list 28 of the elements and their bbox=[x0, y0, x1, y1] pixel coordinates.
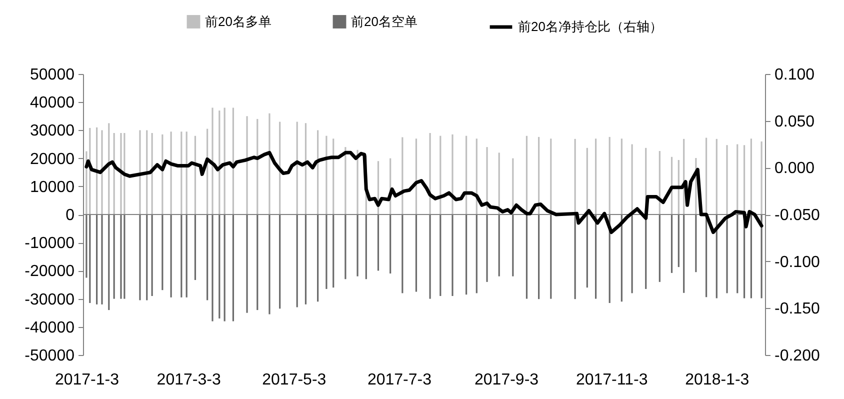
x-tick-label: 2017-3-3 bbox=[156, 372, 221, 388]
y-tick-label: 50000 bbox=[30, 66, 75, 84]
y2-tick-label: 0.100 bbox=[774, 66, 815, 84]
y-tick-label: 0 bbox=[66, 207, 75, 224]
y2-tick-label: -0.200 bbox=[774, 348, 820, 364]
y2-tick-label: -0.100 bbox=[774, 254, 820, 271]
y-tick-label: 40000 bbox=[30, 94, 75, 112]
x-tick-label: 2017-11-3 bbox=[576, 372, 648, 388]
y-tick-label: 30000 bbox=[30, 122, 75, 140]
y2-tick-label: -0.050 bbox=[774, 207, 820, 224]
y-tick-label: 20000 bbox=[30, 150, 75, 168]
legend-label: 前20名多单 bbox=[205, 14, 272, 29]
legend-label: 前20名净持仓比（右轴） bbox=[518, 19, 662, 34]
y-tick-label: -40000 bbox=[24, 319, 75, 336]
y-tick-label: 10000 bbox=[30, 178, 75, 196]
legend-label: 前20名空单 bbox=[351, 14, 418, 29]
x-tick-label: 2017-5-3 bbox=[262, 372, 326, 388]
y2-tick-label: 0.000 bbox=[774, 160, 815, 178]
y-tick-label: -20000 bbox=[24, 263, 75, 280]
x-tick-label: 2017-7-3 bbox=[367, 372, 432, 388]
y2-tick-label: 0.050 bbox=[774, 113, 815, 130]
x-tick-label: 2017-9-3 bbox=[474, 372, 539, 388]
y-tick-label: -30000 bbox=[24, 291, 75, 308]
y-tick-label: -10000 bbox=[24, 235, 75, 252]
x-tick-label: 2018-1-3 bbox=[685, 372, 750, 388]
x-tick-label: 2017-1-3 bbox=[54, 372, 120, 388]
y2-tick-label: -0.150 bbox=[774, 300, 820, 318]
y-tick-label: -50000 bbox=[24, 348, 75, 364]
